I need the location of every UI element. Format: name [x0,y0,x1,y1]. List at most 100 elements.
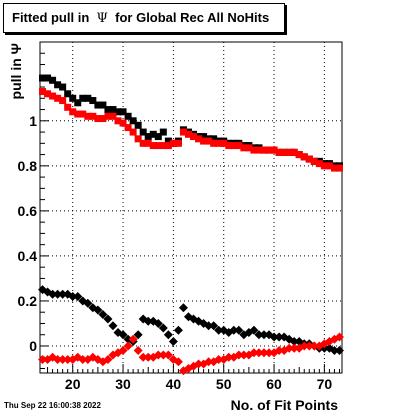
data-point-square [255,146,263,154]
data-point-square [149,130,157,138]
data-point-square [200,137,208,145]
data-point-square [164,137,172,145]
data-point-square [144,133,152,141]
data-point-diamond [234,350,244,360]
data-point-square [84,94,92,102]
data-point-square [305,155,313,163]
data-point-square [79,94,87,102]
data-point-diamond [93,305,103,315]
series-2 [38,285,344,355]
data-point-diamond [224,352,234,362]
data-point-square [325,162,333,170]
data-point-square [210,139,218,147]
data-point-diamond [204,357,214,367]
y-tick-label: 1 [29,113,37,129]
data-point-diamond [158,323,168,333]
data-point-square [99,101,107,109]
x-tick-label: 60 [266,376,282,392]
data-point-diamond [163,350,173,360]
data-point-square [59,97,67,105]
x-tick-label: 50 [216,376,232,392]
data-point-diamond [118,345,128,355]
data-point-square [114,117,122,125]
data-point-diamond [153,318,163,328]
data-point-square [285,148,293,156]
data-point-diamond [254,330,264,340]
data-point-square [119,108,127,116]
data-point-square [59,83,67,91]
data-point-diamond [194,359,204,369]
data-point-square [260,146,268,154]
y-tick-label: 0.4 [18,248,38,264]
data-point-diamond [133,330,143,340]
data-point-square [94,115,102,123]
data-point-diamond [284,343,294,353]
data-point-square [235,142,243,150]
data-point-square [54,81,62,89]
data-point-diamond [53,354,63,364]
y-tick-label: 0.2 [18,293,38,309]
data-point-diamond [234,325,244,335]
data-point-diamond [118,330,128,340]
data-point-square [210,135,218,143]
data-point-square [84,112,92,120]
data-point-square [184,130,192,138]
data-point-diamond [259,348,269,358]
y-tick-label: 0 [29,338,37,354]
axes-layer: 20 30 40 50 60 70 0 0.2 0.4 0.6 0.8 1 [18,41,343,392]
data-point-square [44,74,52,82]
y-tick-label: 0.8 [18,158,38,174]
data-point-square [74,99,82,107]
data-point-square [300,153,308,161]
data-point-square [39,88,47,96]
data-point-diamond [204,321,214,331]
data-point-square [79,110,87,118]
data-point-square [265,146,273,154]
data-point-square [330,164,338,172]
data-point-diamond [214,354,224,364]
data-point-square [190,133,198,141]
data-point-square [104,112,112,120]
data-point-square [154,142,162,150]
data-point-square [89,97,97,105]
data-point-diamond [269,332,279,342]
data-point-square [104,106,112,114]
data-point-square [109,112,117,120]
data-point-diamond [163,330,173,340]
chart-title-box: Fitted pull in Ψ for Global Rec All NoHi… [3,3,285,33]
data-point-diamond [98,309,108,319]
data-point-diamond [83,298,93,308]
data-point-square [144,139,152,147]
data-point-diamond [168,336,178,346]
y-axis-title: pull in Ψ [8,43,24,99]
data-point-diamond [249,325,259,335]
data-point-square [64,90,72,98]
data-point-diamond [274,332,284,342]
data-point-square [215,139,223,147]
data-point-diamond [173,325,183,335]
data-point-diamond [133,345,143,355]
data-point-diamond [153,350,163,360]
series-1 [39,88,343,172]
data-point-square [44,90,52,98]
data-point-diamond [334,345,344,355]
data-point-diamond [78,354,88,364]
data-point-square [225,142,233,150]
data-point-square [164,142,172,150]
data-point-diamond [214,325,224,335]
data-point-square [99,115,107,123]
data-point-square [129,117,137,125]
data-point-diamond [274,345,284,355]
data-point-square [69,94,77,102]
data-point-diamond [108,321,118,331]
data-point-square [154,133,162,141]
data-point-square [179,128,187,136]
data-point-diamond [239,350,249,360]
data-point-square [245,144,253,152]
data-point-square [139,139,147,147]
plot-frame [39,41,343,374]
data-point-diamond [289,336,299,346]
x-tick-label: 30 [115,376,131,392]
data-point-diamond [178,303,188,313]
